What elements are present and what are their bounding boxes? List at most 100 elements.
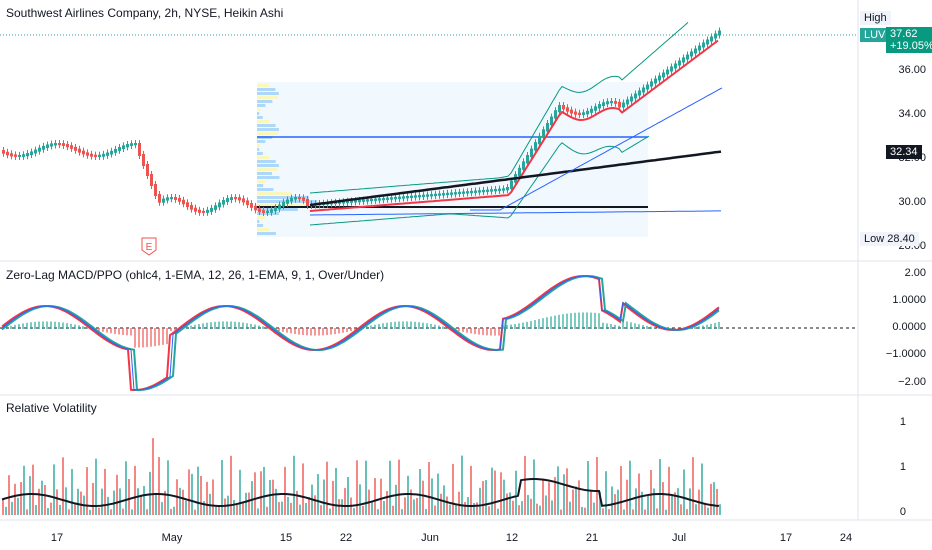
candle-body xyxy=(354,200,357,203)
volatility-bar xyxy=(221,459,223,515)
candle-body xyxy=(466,191,469,194)
low-label-text: Low xyxy=(864,233,885,245)
volatility-bar xyxy=(569,501,571,515)
candle-body xyxy=(430,194,433,197)
candle-body xyxy=(106,152,109,156)
volatility-bar xyxy=(500,472,502,515)
macd-histogram-bar xyxy=(574,312,576,329)
volatility-bar xyxy=(674,492,676,515)
candle-body xyxy=(198,209,201,213)
volatility-bar xyxy=(704,503,706,515)
volatility-bar xyxy=(74,502,76,515)
macd-histogram-bar xyxy=(50,321,52,329)
time-label: 17 xyxy=(779,532,793,544)
volatility-bar xyxy=(596,457,598,515)
candle-body xyxy=(574,111,577,115)
volatility-bar xyxy=(461,455,463,515)
volatility-bar xyxy=(446,496,448,515)
volatility-bar xyxy=(26,509,28,515)
candle-body xyxy=(342,201,345,204)
macd-histogram-bar xyxy=(214,321,216,329)
volatility-bar xyxy=(272,479,274,515)
volatility-bar xyxy=(584,507,586,515)
candle-body xyxy=(22,154,25,157)
low-label: Low 28.40 xyxy=(860,232,919,246)
volatility-bar xyxy=(434,505,436,515)
volatility-bar xyxy=(629,460,631,515)
candle-body xyxy=(370,198,373,202)
macd-histogram-bar xyxy=(498,328,500,336)
volatility-bar xyxy=(533,459,535,515)
volatility-bar xyxy=(458,491,460,515)
candle-body xyxy=(626,99,629,105)
volatility-bar xyxy=(14,483,16,515)
volatility-bar xyxy=(419,469,421,515)
time-label: Jun xyxy=(421,532,439,544)
price-tick: 30.00 xyxy=(898,196,926,208)
macd-histogram-bar xyxy=(162,328,164,345)
candle-body xyxy=(554,110,557,119)
macd-histogram-bar xyxy=(142,328,144,348)
candle-body xyxy=(682,57,685,63)
macd-histogram-bar xyxy=(642,325,644,329)
volatility-bar xyxy=(605,471,607,515)
volatility-bar xyxy=(230,455,232,515)
macd-histogram-bar xyxy=(374,324,376,329)
macd-histogram-bar xyxy=(366,326,368,329)
macd-histogram-bar xyxy=(170,328,172,332)
vol-tick: 1 xyxy=(899,416,906,428)
macd-histogram-bar xyxy=(138,328,140,348)
macd-histogram-bar xyxy=(14,324,16,329)
macd-histogram-bar xyxy=(394,321,396,329)
macd-histogram-bar xyxy=(698,326,700,329)
volume-profile-bar xyxy=(257,160,276,163)
candle-body xyxy=(394,196,397,200)
volatility-bar xyxy=(713,482,715,515)
black-moving-average xyxy=(309,150,722,207)
candle-body xyxy=(534,142,537,151)
macd-histogram-bar xyxy=(78,325,80,329)
volatility-bar xyxy=(650,470,652,515)
volatility-bar xyxy=(554,477,556,515)
volatility-bar xyxy=(641,491,643,515)
volatility-bar xyxy=(269,480,271,515)
volatility-bar xyxy=(86,467,88,515)
volume-profile-bar xyxy=(257,168,278,171)
macd-histogram-bar xyxy=(494,328,496,336)
macd-tick: −2.00 xyxy=(898,376,926,388)
candle-body xyxy=(562,104,565,110)
volatility-bar xyxy=(575,486,577,515)
volatility-bar xyxy=(530,498,532,515)
candle-body xyxy=(194,207,197,212)
volatility-bar xyxy=(200,475,202,515)
candle-body xyxy=(26,153,29,157)
candle-body xyxy=(502,188,505,191)
candle-body xyxy=(606,101,609,105)
candle-body xyxy=(262,210,265,213)
candle-body xyxy=(402,196,405,199)
lower-band xyxy=(309,135,650,226)
macd-histogram-bar xyxy=(562,314,564,329)
macd-histogram-bar xyxy=(318,328,320,336)
volatility-bar xyxy=(560,509,562,515)
candle-body xyxy=(174,197,177,200)
volatility-bar xyxy=(116,474,118,515)
volatility-bar xyxy=(17,497,19,515)
candle-body xyxy=(6,151,9,156)
candle-body xyxy=(114,148,117,153)
volatility-bar xyxy=(395,484,397,515)
candle-body xyxy=(146,164,149,176)
volatility-bar xyxy=(50,502,52,515)
candle-body xyxy=(670,66,673,72)
volatility-bar xyxy=(197,466,199,515)
volatility-bar xyxy=(203,501,205,515)
volatility-bar xyxy=(377,509,379,515)
volatility-bar xyxy=(449,504,451,515)
volatility-bar xyxy=(566,468,568,515)
volatility-bar xyxy=(380,478,382,515)
candle-body xyxy=(658,75,661,81)
volatility-bar xyxy=(104,468,106,515)
macd-histogram-bar xyxy=(246,323,248,329)
candle-body xyxy=(602,102,605,107)
